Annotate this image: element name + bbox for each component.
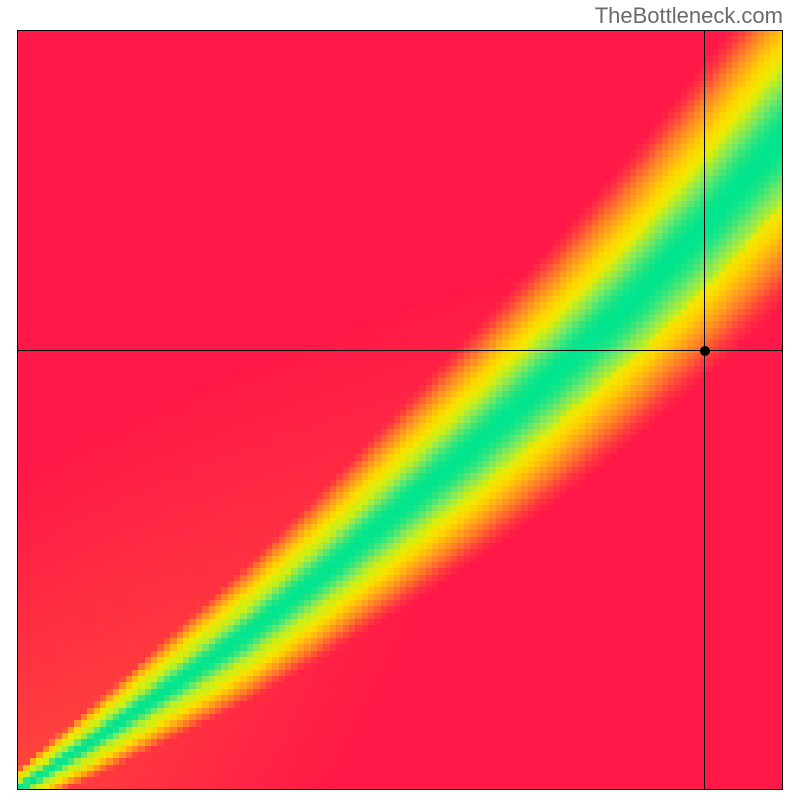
bottleneck-heatmap <box>17 30 783 790</box>
crosshair-horizontal-line <box>17 350 783 351</box>
watermark-text: TheBottleneck.com <box>595 3 783 29</box>
chart-container: TheBottleneck.com <box>0 0 800 800</box>
crosshair-marker-dot <box>700 346 710 356</box>
crosshair-vertical-line <box>704 30 705 790</box>
